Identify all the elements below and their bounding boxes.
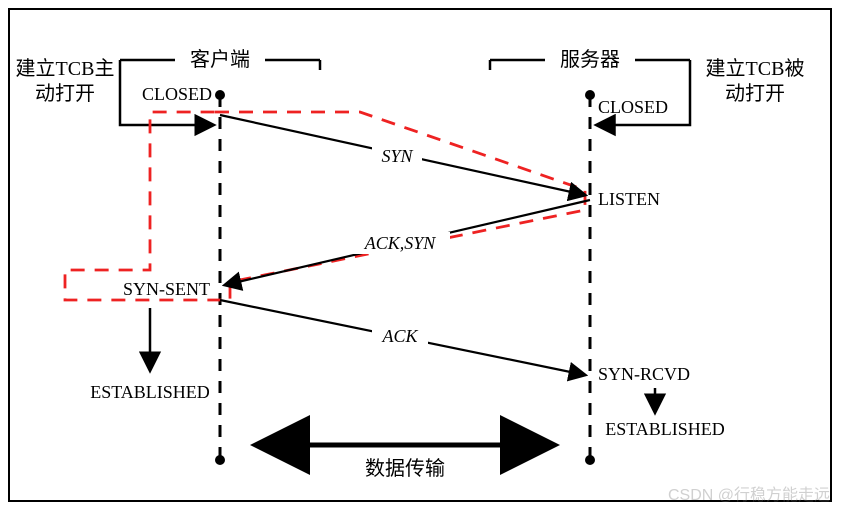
- diagram-frame: [8, 8, 832, 502]
